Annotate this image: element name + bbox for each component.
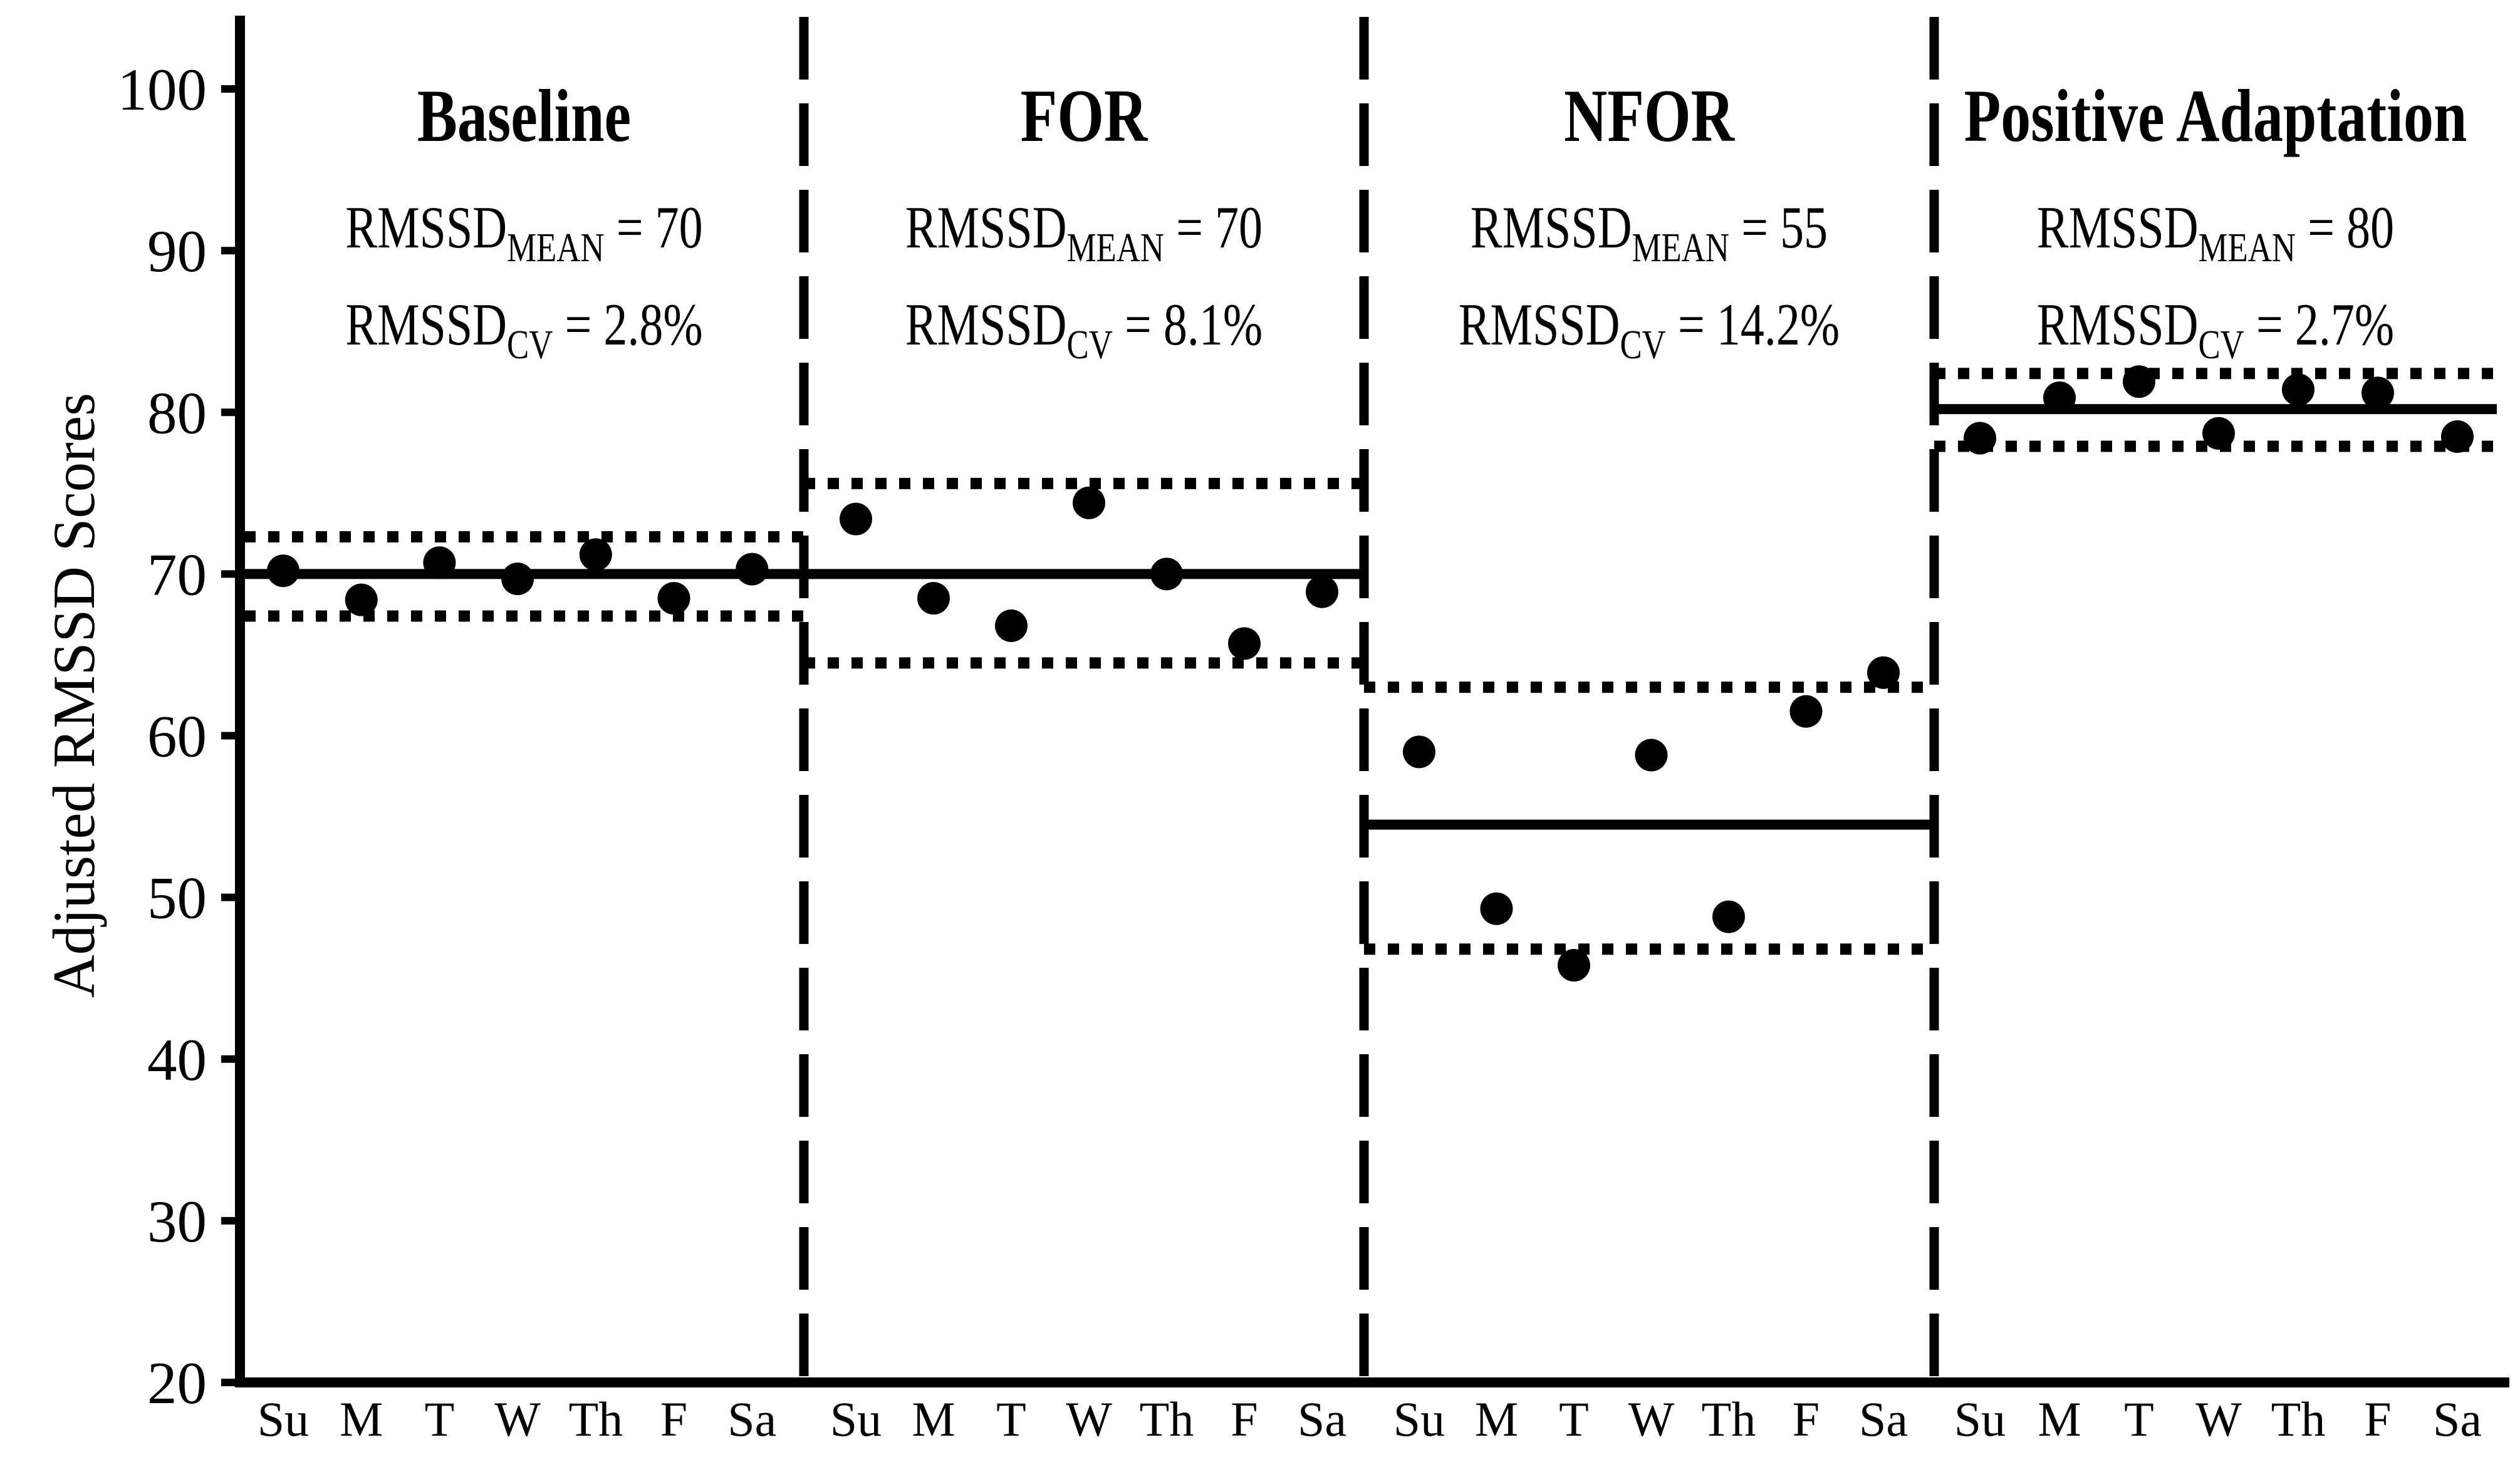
day-label: Sa [1859, 1392, 1908, 1446]
data-point [1712, 900, 1745, 933]
y-tick-label: 70 [147, 541, 207, 608]
day-label: M [1475, 1392, 1518, 1446]
data-point [423, 546, 456, 579]
panel-stats-mean: RMSSDMEAN = 80 [2037, 194, 2394, 270]
y-tick-label: 80 [147, 380, 207, 446]
panel-title: FOR [1021, 74, 1148, 158]
y-tick-label: 90 [147, 218, 207, 284]
data-point [2282, 373, 2314, 407]
data-point [736, 552, 769, 586]
data-point [995, 609, 1028, 642]
data-point [2043, 381, 2076, 415]
data-point [501, 562, 534, 596]
day-label: Sa [2433, 1392, 2482, 1446]
panel-title: Baseline [417, 74, 631, 158]
panel-stats-mean: RMSSDMEAN = 55 [1471, 194, 1828, 270]
day-label: Sa [1298, 1392, 1346, 1446]
day-label: M [912, 1392, 955, 1446]
panel-stats-cv: RMSSDCV = 2.8% [345, 291, 702, 367]
panel-stats-mean: RMSSDMEAN = 70 [345, 194, 702, 270]
y-tick-label: 50 [147, 865, 207, 931]
data-point [1635, 739, 1668, 772]
day-label: T [2124, 1392, 2154, 1446]
data-point [2441, 420, 2474, 453]
data-point [1403, 735, 1435, 769]
data-point [267, 554, 299, 588]
day-label: F [1793, 1392, 1820, 1446]
day-label: W [1628, 1392, 1675, 1446]
day-label: M [2038, 1392, 2081, 1446]
data-point [657, 582, 690, 615]
day-label: Th [1140, 1392, 1194, 1446]
panel-stats-cv: RMSSDCV = 8.1% [905, 291, 1263, 367]
day-label: Sa [727, 1392, 776, 1446]
panel-title: NFOR [1564, 74, 1735, 158]
day-label: W [494, 1392, 541, 1446]
day-label: W [1066, 1392, 1112, 1446]
day-label: Su [1393, 1392, 1445, 1446]
y-tick-label: 100 [118, 56, 207, 123]
day-label: W [2195, 1392, 2242, 1446]
data-point [1558, 949, 1590, 982]
day-label: T [996, 1392, 1026, 1446]
data-point [1964, 422, 1996, 455]
panel-stats-cv: RMSSDCV = 2.7% [2037, 291, 2394, 367]
day-label: F [2364, 1392, 2391, 1446]
data-point [1150, 557, 1183, 591]
day-label: Su [258, 1392, 309, 1446]
day-label: Su [1954, 1392, 2006, 1446]
data-point [840, 502, 872, 536]
day-label: Su [830, 1392, 882, 1446]
y-tick-label: 40 [147, 1027, 207, 1093]
day-label: T [425, 1392, 455, 1446]
day-label: M [340, 1392, 383, 1446]
panel-title: Positive Adaptation [1964, 74, 2467, 158]
data-point [345, 583, 378, 616]
panel-stats-mean: RMSSDMEAN = 70 [905, 194, 1263, 270]
day-label: F [660, 1392, 687, 1446]
day-label: Th [1702, 1392, 1756, 1446]
day-label: T [1559, 1392, 1589, 1446]
day-label: Th [568, 1392, 623, 1446]
data-point [917, 582, 950, 615]
day-label: F [1231, 1392, 1257, 1446]
data-point [2202, 417, 2235, 450]
data-point [1867, 656, 1900, 689]
y-tick-label: 60 [147, 703, 207, 770]
data-point [2123, 365, 2155, 398]
data-point [579, 538, 612, 571]
data-point [1480, 892, 1513, 925]
data-point [1073, 486, 1105, 519]
data-point [2361, 376, 2394, 410]
y-axis-label: Adjusted RMSSD Scores [41, 393, 107, 998]
data-point [1228, 627, 1261, 660]
day-label: Th [2271, 1392, 2326, 1446]
y-tick-label: 20 [147, 1350, 207, 1416]
data-point [1306, 575, 1338, 608]
y-tick-label: 30 [147, 1188, 207, 1255]
panel-stats-cv: RMSSDCV = 14.2% [1459, 291, 1840, 367]
data-point [1789, 695, 1823, 728]
